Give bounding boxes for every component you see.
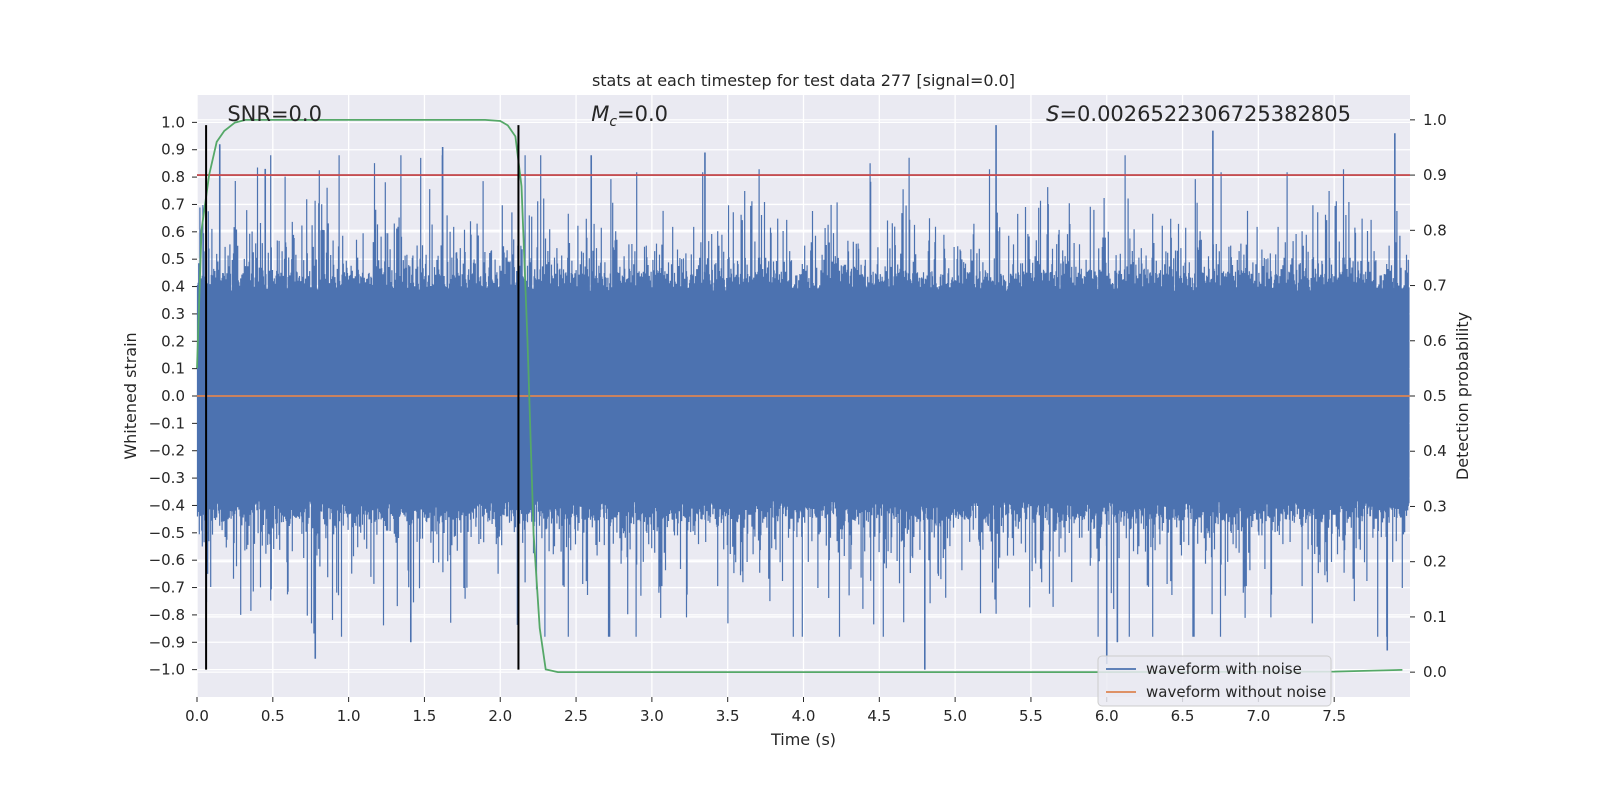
y-tick-label: −1.0 (149, 661, 185, 679)
x-axis-label: Time (s) (770, 730, 836, 749)
annotation-score-symbol: S (1046, 102, 1059, 126)
x-tick-label: 4.0 (792, 707, 816, 725)
detection-probability-line (196, 119, 1403, 673)
x-tick-label: 0.5 (261, 707, 285, 725)
y-tick-label: −0.5 (149, 524, 185, 542)
x-tick-label: 6.5 (1171, 707, 1195, 725)
x-tick-label: 4.5 (867, 707, 891, 725)
y-tick-label: −0.4 (149, 496, 185, 514)
x-tick-label: 5.5 (1019, 707, 1043, 725)
y-tick-label: 1.0 (161, 113, 185, 131)
y-tick-label: −0.9 (149, 633, 185, 651)
y-tick-label: 0.0 (161, 387, 185, 405)
chart-title: stats at each timestep for test data 277… (592, 71, 1015, 90)
y-tick-label: 0.3 (161, 305, 185, 323)
x-tick-label: 2.0 (488, 707, 512, 725)
annotation-chirp-mass-sub: c (609, 114, 617, 130)
y2-tick-label: 0.5 (1423, 387, 1447, 405)
legend-box (1097, 655, 1332, 707)
annotation-chirp-mass: Mc=0.0 (591, 102, 668, 130)
y2-tick-label: 0.1 (1423, 608, 1447, 626)
y-tick-label: 0.6 (161, 223, 185, 241)
y2-tick-label: 0.0 (1423, 663, 1447, 681)
series-waveform-with-noise (196, 125, 1410, 670)
x-tick-label: 7.5 (1322, 707, 1346, 725)
x-tick-label: 5.0 (943, 707, 967, 725)
y-tick-label: 0.4 (161, 278, 185, 296)
x-tick-label: 7.0 (1246, 707, 1270, 725)
y2-tick-label: 0.8 (1423, 221, 1447, 239)
annotation-chirp-mass-value: =0.0 (617, 102, 668, 126)
y-axis-label: Whitened strain (121, 332, 140, 459)
y2-tick-label: 0.7 (1423, 277, 1447, 295)
vertical-markers (205, 125, 520, 670)
annotation-score-value: =0.0026522306725382805 (1059, 102, 1351, 126)
y-tick-label: 0.9 (161, 141, 185, 159)
x-tick-label: 6.0 (1095, 707, 1119, 725)
annotation-score: S=0.0026522306725382805 (1046, 102, 1351, 126)
x-tick-label: 3.5 (716, 707, 740, 725)
y-tick-label: 0.8 (161, 168, 185, 186)
y-tick-label: −0.8 (149, 606, 185, 624)
annotation-chirp-mass-symbol: M (591, 102, 609, 126)
y2-tick-label: 0.2 (1423, 553, 1447, 571)
x-tick-label: 0.0 (185, 707, 209, 725)
legend-label-waveform-without-noise: waveform without noise (1146, 683, 1326, 701)
y-tick-label: −0.1 (149, 414, 185, 432)
legend: waveform with noise waveform without noi… (1097, 655, 1332, 707)
y2-axis-label: Detection probability (1453, 312, 1472, 480)
y-tick-label: −0.6 (149, 551, 185, 569)
y2-tick-label: 0.3 (1423, 497, 1447, 515)
x-tick-label: 2.5 (564, 707, 588, 725)
y2-tick-label: 0.6 (1423, 332, 1447, 350)
x-tick-label: 1.0 (337, 707, 361, 725)
y-tick-label: −0.2 (149, 442, 185, 460)
y-tick-label: 0.1 (161, 360, 185, 378)
axes: 0.0 0.5 1.0 1.5 2.0 2.5 3.0 3.5 4.0 4.5 5.0 5.5 6.0 6… (149, 111, 1447, 725)
y-tick-label: −0.3 (149, 469, 185, 487)
y2-tick-label: 1.0 (1423, 111, 1447, 129)
y-tick-label: 0.7 (161, 195, 185, 213)
series-detection-probability (196, 119, 1403, 673)
y-tick-label: −0.7 (149, 579, 185, 597)
legend-label-waveform-with-noise: waveform with noise (1146, 660, 1302, 678)
y-tick-label: 0.2 (161, 332, 185, 350)
x-tick-label: 3.0 (640, 707, 664, 725)
y2-tick-label: 0.9 (1423, 166, 1447, 184)
annotation-snr: SNR=0.0 (227, 102, 322, 126)
y-tick-label: 0.5 (161, 250, 185, 268)
y2-tick-label: 0.4 (1423, 442, 1447, 460)
x-tick-label: 1.5 (413, 707, 437, 725)
